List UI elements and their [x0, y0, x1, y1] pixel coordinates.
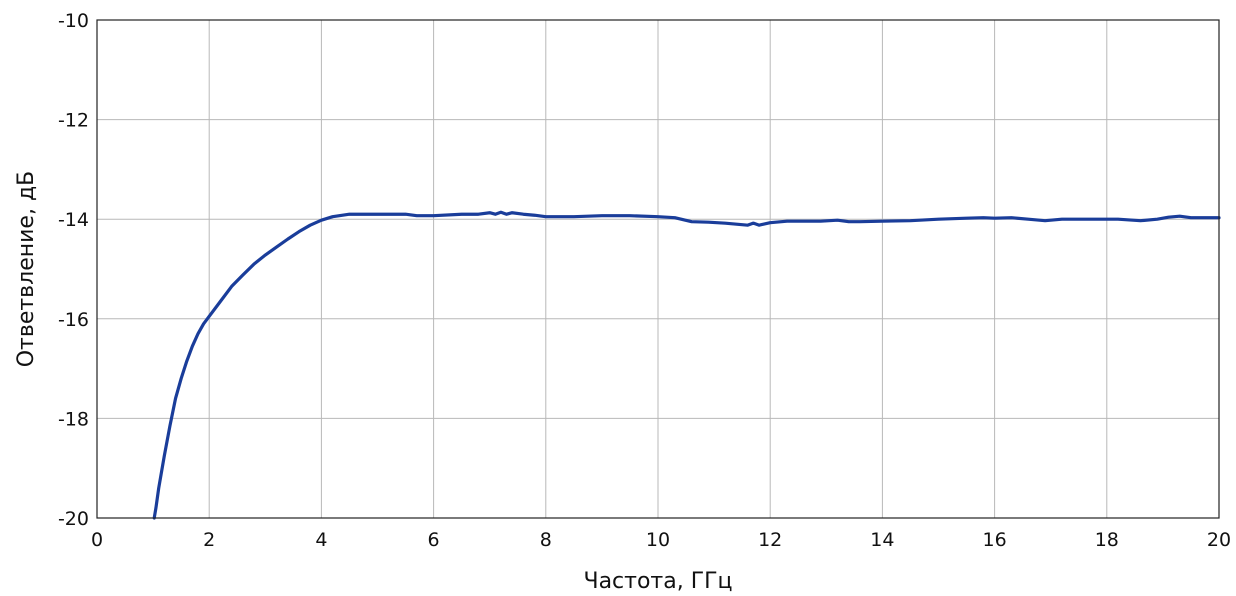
x-tick-label: 10: [646, 529, 670, 551]
y-tick-label: -20: [58, 508, 89, 530]
grid-lines: [96, 19, 1220, 519]
y-tick-label: -10: [58, 10, 89, 32]
x-axis-ticks: 0 2 4 6 8 10 12 14 16 18 20: [91, 529, 1231, 551]
x-tick-label: 4: [315, 529, 327, 551]
x-tick-label: 12: [758, 529, 782, 551]
y-tick-label: -14: [58, 209, 89, 231]
series-layer: [152, 210, 1221, 520]
y-tick-label: -12: [58, 110, 89, 132]
x-tick-label: 16: [983, 529, 1007, 551]
plot-frame: [96, 19, 1220, 519]
series-line-1: [152, 210, 1221, 520]
x-tick-label: 0: [91, 529, 103, 551]
x-tick-label: 2: [203, 529, 215, 551]
y-tick-label: -16: [58, 309, 89, 331]
y-axis-ticks: -20 -18 -16 -14 -12 -10: [58, 10, 89, 530]
y-axis-title: Ответвление, дБ: [14, 171, 39, 368]
x-tick-label: 20: [1207, 529, 1231, 551]
x-tick-label: 8: [540, 529, 552, 551]
x-axis-title: Частота, ГГц: [583, 569, 732, 594]
x-tick-label: 6: [428, 529, 440, 551]
y-tick-label: -18: [58, 408, 89, 430]
x-tick-label: 14: [870, 529, 894, 551]
x-tick-label: 18: [1095, 529, 1119, 551]
